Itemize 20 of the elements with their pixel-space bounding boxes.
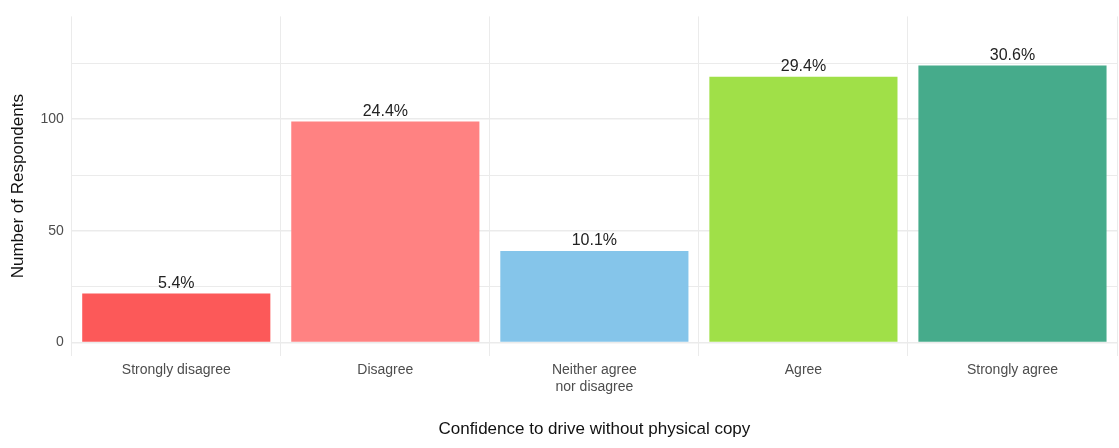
- bar: [291, 121, 480, 342]
- bar: [500, 250, 689, 342]
- bar: [918, 65, 1107, 342]
- y-axis-title: Number of Respondents: [7, 94, 27, 279]
- annotation: 30.6%: [989, 45, 1036, 63]
- annotation: 5.4%: [158, 273, 195, 291]
- x-tick-label: Disagree: [357, 361, 414, 378]
- annotation: 29.4%: [780, 57, 827, 75]
- x-tick-label: Agree: [784, 361, 823, 378]
- x-axis-title: Confidence to drive without physical copy: [438, 419, 751, 439]
- y-tick-label: 100: [40, 110, 64, 127]
- annotation: 10.1%: [571, 231, 618, 249]
- y-tick-label: 0: [55, 333, 64, 350]
- bar: [82, 293, 271, 342]
- x-tick-label: Strongly agree: [966, 361, 1059, 378]
- x-tick-label: Neither agree nor disagree: [551, 361, 638, 395]
- bar: [709, 76, 898, 342]
- annotation: 24.4%: [362, 101, 409, 119]
- x-tick-label: Strongly disagree: [121, 361, 231, 378]
- y-tick-label: 50: [48, 221, 64, 238]
